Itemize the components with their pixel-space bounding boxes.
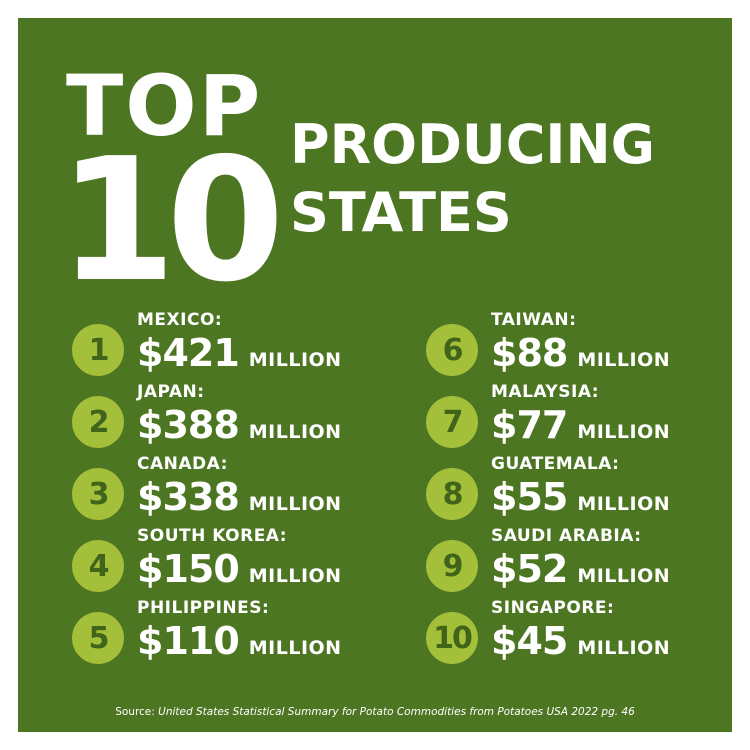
item-amount: $45 xyxy=(491,619,568,663)
item-amount: $338 xyxy=(137,475,240,519)
item-amount: $77 xyxy=(491,403,568,447)
item-name: JAPAN: xyxy=(137,382,205,402)
item-unit: MILLION xyxy=(248,421,342,443)
item-amount: $388 xyxy=(137,403,240,447)
item-name: SAUDI ARABIA: xyxy=(491,526,642,546)
rank-badge: 1 xyxy=(72,324,124,376)
rank-badge: 7 xyxy=(426,396,478,448)
item-amount: $150 xyxy=(137,547,240,591)
item-unit: MILLION xyxy=(577,349,671,371)
rank-badge: 2 xyxy=(72,396,124,448)
title-line2: STATES xyxy=(290,181,512,244)
item-value: $55 MILLION xyxy=(491,478,670,516)
item-value: $52 MILLION xyxy=(491,550,670,588)
rank-badge: 6 xyxy=(426,324,478,376)
item-name: MEXICO: xyxy=(137,310,223,330)
item-value: $88 MILLION xyxy=(491,334,670,372)
item-unit: MILLION xyxy=(577,565,671,587)
item-unit: MILLION xyxy=(248,349,342,371)
item-name: SOUTH KOREA: xyxy=(137,526,288,546)
source: Source: United States Statistical Summar… xyxy=(18,706,732,718)
rank-badge: 9 xyxy=(426,540,478,592)
item-name: GUATEMALA: xyxy=(491,454,620,474)
item-unit: MILLION xyxy=(248,493,342,515)
item-name: PHILIPPINES: xyxy=(137,598,270,618)
infographic: TOP 10 PRODUCING STATES Source: United S… xyxy=(18,18,732,732)
item-amount: $110 xyxy=(137,619,240,663)
item-unit: MILLION xyxy=(248,565,342,587)
item-value: $77 MILLION xyxy=(491,406,670,444)
source-label: Source: xyxy=(115,706,155,718)
source-text: United States Statistical Summary for Po… xyxy=(158,706,635,718)
item-amount: $55 xyxy=(491,475,568,519)
item-unit: MILLION xyxy=(577,421,671,443)
item-name: SINGAPORE: xyxy=(491,598,615,618)
rank-badge: 5 xyxy=(72,612,124,664)
rank-badge: 4 xyxy=(72,540,124,592)
item-unit: MILLION xyxy=(248,637,342,659)
item-amount: $52 xyxy=(491,547,568,591)
title-line1: PRODUCING xyxy=(290,113,655,176)
item-value: $388 MILLION xyxy=(137,406,342,444)
title-number: 10 xyxy=(58,122,285,320)
item-unit: MILLION xyxy=(577,493,671,515)
item-name: TAIWAN: xyxy=(491,310,577,330)
item-value: $421 MILLION xyxy=(137,334,342,372)
item-value: $338 MILLION xyxy=(137,478,342,516)
item-amount: $88 xyxy=(491,331,568,375)
item-unit: MILLION xyxy=(577,637,671,659)
item-name: CANADA: xyxy=(137,454,228,474)
title-top: TOP xyxy=(66,57,263,155)
item-name: MALAYSIA: xyxy=(491,382,600,402)
item-value: $150 MILLION xyxy=(137,550,342,588)
item-value: $45 MILLION xyxy=(491,622,670,660)
rank-badge: 10 xyxy=(426,612,478,664)
item-amount: $421 xyxy=(137,331,240,375)
rank-badge: 8 xyxy=(426,468,478,520)
rank-badge: 3 xyxy=(72,468,124,520)
item-value: $110 MILLION xyxy=(137,622,342,660)
